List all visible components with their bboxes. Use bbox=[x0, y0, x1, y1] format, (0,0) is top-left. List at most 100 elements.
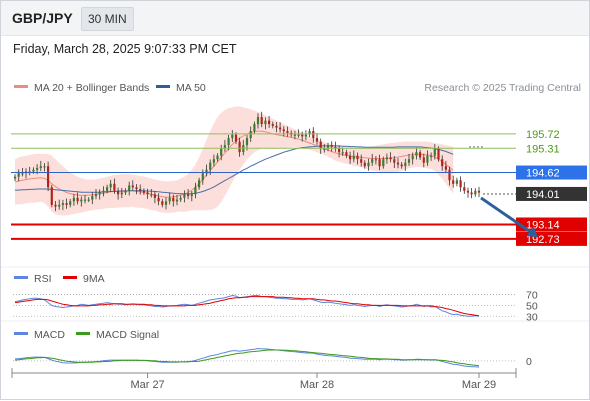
bearish-candle bbox=[135, 187, 138, 190]
bearish-candle bbox=[268, 120, 271, 125]
bullish-candle bbox=[415, 152, 418, 156]
rsi-tick-label: 70 bbox=[526, 289, 538, 301]
rsi-legend-swatch bbox=[14, 276, 28, 279]
bearish-candle bbox=[47, 166, 50, 188]
last-price-tag bbox=[516, 186, 587, 201]
bearish-candle bbox=[448, 169, 451, 181]
bearish-candle bbox=[113, 183, 116, 191]
ma20-line bbox=[14, 130, 454, 198]
currency-pair-title: GBP/JPY bbox=[12, 10, 73, 26]
bullish-candle bbox=[80, 199, 83, 202]
ma50-legend-swatch bbox=[156, 85, 170, 88]
bullish-candle bbox=[201, 173, 204, 181]
bullish-candle bbox=[256, 117, 260, 125]
bullish-candle bbox=[94, 194, 98, 197]
bullish-candle bbox=[323, 148, 326, 150]
bearish-candle bbox=[139, 189, 142, 191]
macd-panel: MACD MACD Signal 0 bbox=[13, 329, 532, 368]
bearish-candle bbox=[360, 159, 363, 163]
bearish-candle bbox=[76, 197, 79, 202]
macd-signal-legend-swatch bbox=[76, 332, 90, 335]
bearish-candle bbox=[393, 159, 396, 163]
timeframe-button[interactable]: 30 MIN bbox=[81, 7, 134, 31]
bearish-candle bbox=[161, 201, 164, 205]
bearish-candle bbox=[142, 190, 145, 193]
bullish-candle bbox=[249, 131, 252, 139]
macd-signal-line bbox=[14, 349, 480, 367]
bearish-candle bbox=[400, 164, 403, 167]
bearish-candle bbox=[282, 129, 285, 132]
bearish-candle bbox=[157, 197, 160, 202]
bullish-candle bbox=[474, 190, 477, 195]
bearish-candle bbox=[312, 131, 315, 139]
bearish-candle bbox=[419, 152, 422, 158]
bullish-candle bbox=[194, 187, 197, 195]
bullish-candle bbox=[227, 138, 230, 146]
bearish-candle bbox=[452, 180, 455, 184]
bullish-candle bbox=[326, 145, 330, 149]
forecast-arrow-shaft bbox=[480, 196, 536, 237]
rsi-tick-label: 30 bbox=[526, 311, 538, 323]
bullish-candle bbox=[61, 203, 64, 205]
bullish-candle bbox=[106, 187, 109, 191]
bearish-candle bbox=[470, 192, 473, 195]
bullish-candle bbox=[385, 157, 388, 160]
timestamp: Friday, March 28, 2025 9:07:33 PM CET bbox=[13, 42, 237, 56]
bullish-candle bbox=[404, 162, 407, 167]
bullish-candle bbox=[198, 180, 201, 188]
bullish-candle bbox=[120, 192, 123, 195]
bearish-candle bbox=[301, 134, 304, 137]
bearish-candle bbox=[153, 194, 156, 198]
grid-layer bbox=[1, 266, 589, 322]
bullish-candle bbox=[109, 183, 112, 188]
bearish-candle bbox=[260, 117, 263, 125]
bullish-candle bbox=[87, 199, 90, 201]
bearish-candle bbox=[459, 180, 462, 188]
attribution-text: Research © 2025 Trading Central bbox=[424, 82, 581, 94]
bullish-candle bbox=[43, 166, 46, 168]
moving-average-layer bbox=[14, 130, 454, 198]
bullish-candle bbox=[91, 196, 94, 200]
bullish-candle bbox=[164, 201, 168, 205]
bullish-candle bbox=[72, 197, 75, 202]
bearish-candle bbox=[286, 131, 289, 133]
bearish-candle bbox=[334, 146, 337, 149]
legend-layer: MA 20 + Bollinger Bands MA 50 Research © 2… bbox=[14, 82, 581, 94]
bullish-candle bbox=[98, 192, 101, 195]
bullish-candle bbox=[190, 194, 193, 197]
macd-signal-legend-label: MACD Signal bbox=[96, 329, 159, 341]
bullish-candle bbox=[341, 152, 344, 154]
x-tick-label: Mar 27 bbox=[130, 379, 164, 391]
resistance-label: 195.31 bbox=[526, 143, 560, 155]
bullish-candle bbox=[36, 168, 39, 170]
bullish-candle bbox=[455, 180, 458, 184]
current-price-label: 194.62 bbox=[526, 168, 560, 180]
bullish-candle bbox=[297, 134, 300, 136]
bearish-candle bbox=[117, 190, 120, 195]
rsi-tick-label: 50 bbox=[526, 300, 538, 312]
bearish-candle bbox=[279, 127, 282, 130]
bearish-candle bbox=[378, 159, 381, 167]
bullish-candle bbox=[430, 155, 433, 157]
forecast-arrow-head bbox=[526, 226, 539, 238]
macd-legend-swatch bbox=[14, 332, 28, 335]
bollinger-band-layer bbox=[15, 106, 454, 216]
bullish-candle bbox=[102, 190, 105, 193]
last-price-label: 194.01 bbox=[526, 189, 560, 201]
bullish-candle bbox=[231, 134, 234, 139]
bullish-candle bbox=[128, 185, 131, 191]
macd-legend-label: MACD bbox=[34, 329, 65, 341]
bullish-candle bbox=[205, 169, 208, 174]
bearish-candle bbox=[146, 192, 149, 195]
bullish-candle bbox=[168, 197, 171, 202]
bearish-candle bbox=[187, 194, 190, 197]
chart-header: GBP/JPY 30 MIN bbox=[1, 1, 589, 36]
bullish-candle bbox=[304, 134, 307, 137]
bullish-candle bbox=[426, 155, 429, 163]
macd-line bbox=[14, 347, 480, 368]
bearish-candle bbox=[338, 148, 341, 153]
bullish-candle bbox=[308, 131, 311, 135]
bullish-candle bbox=[293, 134, 296, 136]
